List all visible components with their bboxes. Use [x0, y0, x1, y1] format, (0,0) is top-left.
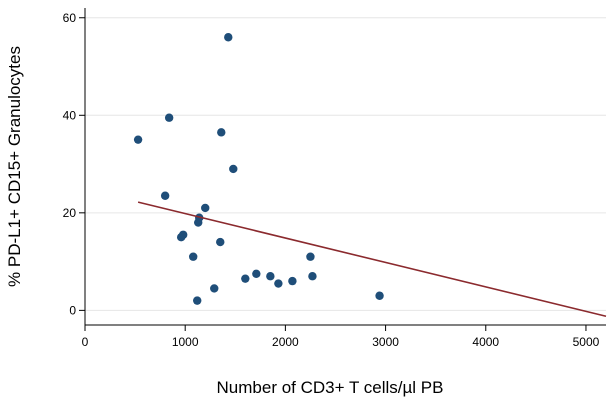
y-tick-label: 20 — [63, 206, 77, 220]
x-tick-label: 0 — [82, 335, 89, 349]
data-point — [288, 276, 297, 286]
data-point — [266, 272, 275, 281]
data-point — [216, 237, 225, 247]
data-point — [164, 113, 174, 122]
x-tick-label: 5000 — [573, 335, 600, 349]
data-point — [189, 252, 198, 261]
data-point — [306, 252, 315, 261]
y-axis-title: % PD-L1+ CD15+ Granulocytes — [5, 46, 24, 287]
data-point — [308, 272, 317, 281]
data-point — [160, 191, 170, 200]
x-axis-ticks: 0 1000 2000 3000 4000 5000 — [82, 325, 600, 349]
data-point — [375, 291, 384, 300]
data-point — [193, 296, 202, 305]
data-point — [178, 230, 188, 239]
data-point — [133, 135, 143, 144]
y-axis-ticks: 0 20 40 60 — [63, 11, 85, 317]
x-tick-label: 1000 — [172, 335, 199, 349]
y-tick-label: 0 — [69, 303, 76, 317]
x-tick-label: 4000 — [472, 335, 499, 349]
data-point — [224, 33, 233, 42]
data-point — [210, 284, 219, 293]
data-point — [241, 274, 250, 283]
data-point — [229, 164, 238, 174]
y-tick-label: 60 — [63, 11, 77, 25]
data-point — [274, 279, 283, 288]
data-point — [201, 203, 210, 213]
x-axis-title: Number of CD3+ T cells/µl PB — [217, 378, 444, 397]
data-point — [217, 128, 226, 137]
trend-line — [137, 201, 607, 317]
x-tick-label: 3000 — [372, 335, 399, 349]
x-tick-label: 2000 — [272, 335, 299, 349]
data-points — [133, 33, 384, 305]
data-point — [252, 269, 261, 278]
y-tick-label: 40 — [63, 108, 77, 122]
grid-lines — [85, 17, 606, 311]
